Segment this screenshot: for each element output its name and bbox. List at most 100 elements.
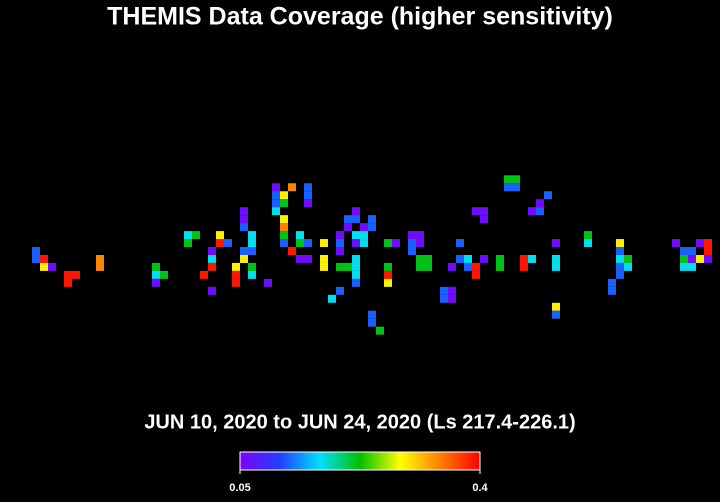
cell xyxy=(152,270,160,279)
cell xyxy=(688,262,696,271)
cell xyxy=(232,262,240,271)
cell xyxy=(408,231,416,240)
cell xyxy=(408,239,416,248)
cell xyxy=(208,247,216,255)
cell xyxy=(544,191,552,200)
cell xyxy=(464,254,472,263)
cell xyxy=(264,278,272,287)
cell xyxy=(520,254,528,263)
cell xyxy=(448,286,456,295)
cell xyxy=(504,183,512,192)
map xyxy=(32,175,712,335)
cell xyxy=(208,262,216,271)
cell xyxy=(352,278,360,287)
cell xyxy=(96,262,104,271)
cell xyxy=(160,270,168,279)
cell xyxy=(336,231,344,240)
cell xyxy=(368,310,376,319)
cell xyxy=(352,215,360,224)
cell xyxy=(456,254,464,263)
cell xyxy=(216,239,224,248)
cell xyxy=(424,254,432,263)
cell xyxy=(280,239,288,248)
cell xyxy=(384,278,392,287)
cell xyxy=(336,239,344,248)
cell xyxy=(536,199,544,208)
cell xyxy=(552,262,560,271)
cell xyxy=(360,223,368,232)
cell xyxy=(304,183,312,192)
cell xyxy=(464,262,472,271)
cell xyxy=(616,247,624,255)
cell xyxy=(320,239,328,248)
cell xyxy=(696,239,704,248)
cell xyxy=(392,239,400,248)
cell xyxy=(512,175,520,184)
cell xyxy=(352,207,360,216)
cell xyxy=(584,239,592,248)
cell xyxy=(472,262,480,271)
cell xyxy=(584,231,592,240)
cell xyxy=(72,270,80,279)
cell xyxy=(248,270,256,279)
cell xyxy=(344,262,352,271)
cell xyxy=(320,254,328,263)
cell xyxy=(472,270,480,279)
cell xyxy=(272,199,280,208)
cell xyxy=(280,199,288,208)
cell xyxy=(608,278,616,287)
cell xyxy=(416,231,424,240)
cell xyxy=(272,207,280,216)
cell xyxy=(696,254,704,263)
cell xyxy=(184,239,192,248)
cell xyxy=(448,262,456,271)
cell xyxy=(240,207,248,216)
cell xyxy=(680,254,688,263)
cell xyxy=(384,270,392,279)
cell xyxy=(320,262,328,271)
cell xyxy=(248,262,256,271)
cell xyxy=(304,191,312,200)
cell xyxy=(40,254,48,263)
cell xyxy=(336,262,344,271)
cell xyxy=(672,239,680,248)
cell xyxy=(200,270,208,279)
cell xyxy=(552,302,560,311)
cell xyxy=(552,239,560,248)
cell xyxy=(336,247,344,255)
cell xyxy=(416,262,424,271)
cell xyxy=(408,247,416,255)
cell xyxy=(352,270,360,279)
cell xyxy=(96,254,104,263)
cell xyxy=(704,254,712,263)
cell xyxy=(240,215,248,224)
cell xyxy=(456,239,464,248)
cell xyxy=(520,262,528,271)
cell xyxy=(552,254,560,263)
cell xyxy=(616,254,624,263)
cell xyxy=(280,231,288,240)
cell xyxy=(336,286,344,295)
cell xyxy=(352,262,360,271)
cell xyxy=(328,294,336,303)
cell xyxy=(32,247,40,255)
cell xyxy=(344,223,352,232)
cell xyxy=(240,223,248,232)
cell xyxy=(296,239,304,248)
cell xyxy=(704,247,712,255)
colorbar-tick-label: 0.4 xyxy=(472,482,488,494)
cell xyxy=(208,254,216,263)
cell xyxy=(360,239,368,248)
cell xyxy=(688,254,696,263)
cell xyxy=(280,223,288,232)
cell xyxy=(512,183,520,192)
cell xyxy=(280,215,288,224)
cell xyxy=(224,239,232,248)
cell xyxy=(152,262,160,271)
cell xyxy=(384,239,392,248)
cell xyxy=(304,239,312,248)
cell xyxy=(480,207,488,216)
cell xyxy=(528,207,536,216)
cell xyxy=(344,215,352,224)
